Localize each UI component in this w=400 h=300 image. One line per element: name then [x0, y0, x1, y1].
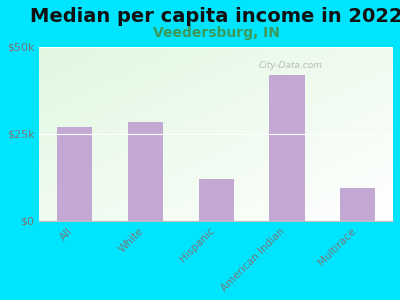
Bar — [57, 127, 92, 221]
Title: Median per capita income in 2022: Median per capita income in 2022 — [30, 7, 400, 26]
Text: City-Data.com: City-Data.com — [259, 61, 323, 70]
Bar — [269, 75, 305, 221]
Bar — [128, 122, 163, 221]
Bar — [340, 188, 375, 221]
Text: Veedersburg, IN: Veedersburg, IN — [153, 26, 280, 40]
Bar — [198, 179, 234, 221]
